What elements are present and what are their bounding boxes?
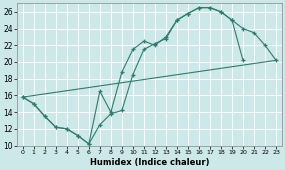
X-axis label: Humidex (Indice chaleur): Humidex (Indice chaleur): [90, 158, 209, 167]
